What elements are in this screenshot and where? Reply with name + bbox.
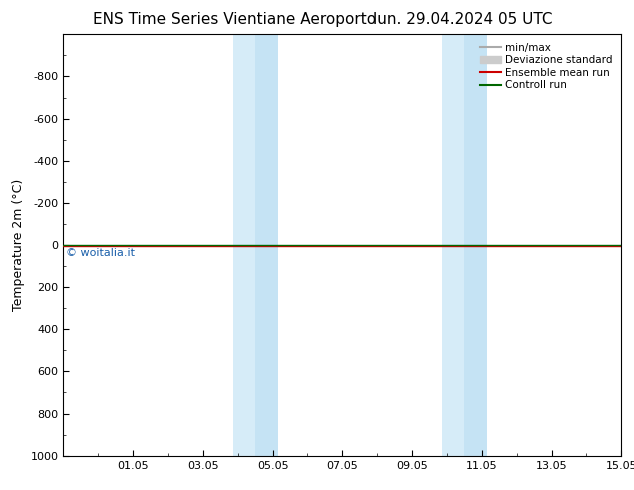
Y-axis label: Temperature 2m (°C): Temperature 2m (°C) <box>12 179 25 311</box>
Bar <box>442 34 464 456</box>
Bar <box>233 34 255 456</box>
Legend: min/max, Deviazione standard, Ensemble mean run, Controll run: min/max, Deviazione standard, Ensemble m… <box>477 40 616 94</box>
Bar <box>464 34 487 456</box>
Text: ENS Time Series Vientiane Aeroporto: ENS Time Series Vientiane Aeroporto <box>93 12 376 27</box>
Text: © woitalia.it: © woitalia.it <box>66 248 135 258</box>
Bar <box>255 34 278 456</box>
Text: lun. 29.04.2024 05 UTC: lun. 29.04.2024 05 UTC <box>373 12 553 27</box>
